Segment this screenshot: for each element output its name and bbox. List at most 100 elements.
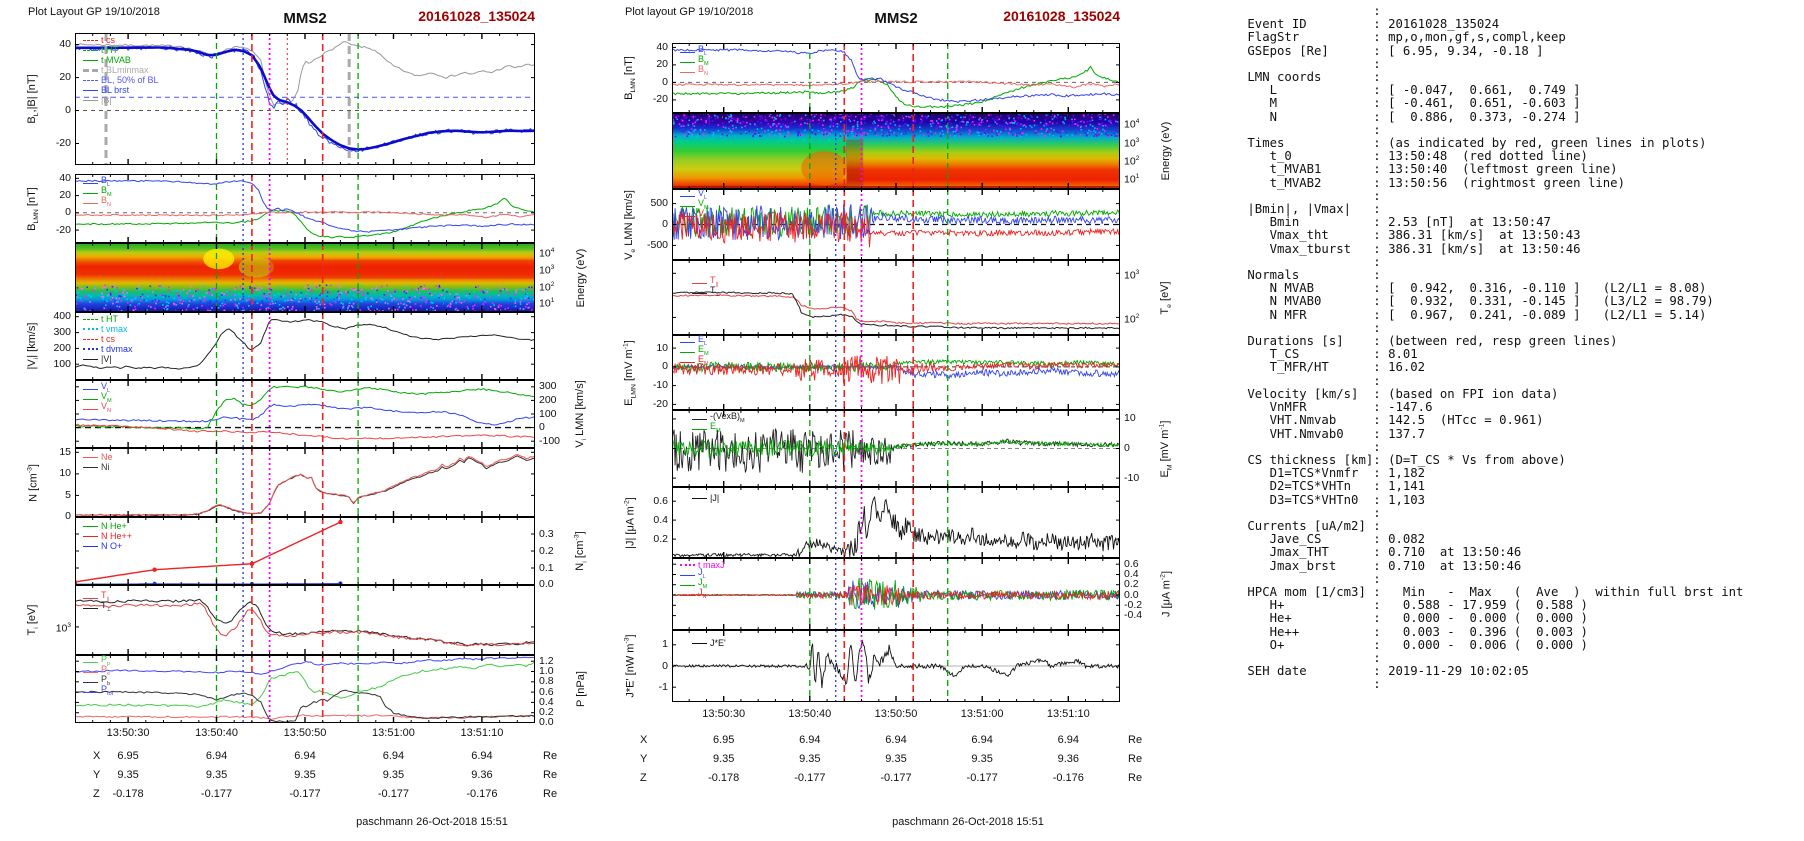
plot-svg-blmn-brst bbox=[671, 43, 1121, 113]
legend-label: VN bbox=[101, 401, 112, 414]
y-tick-label: 200 bbox=[539, 394, 557, 406]
legend-line-dash bbox=[83, 338, 98, 340]
legend-item: Ni bbox=[83, 462, 113, 472]
y-tick-label: -500 bbox=[646, 239, 668, 251]
legend-line-solid bbox=[83, 358, 98, 360]
series-E_M bbox=[671, 439, 1120, 459]
plot-svg-vi-lmn bbox=[74, 380, 536, 448]
legend-line-solid bbox=[680, 351, 695, 353]
plot-svg-e-lmn bbox=[671, 335, 1121, 410]
y-tick-label: 1.0 bbox=[539, 665, 554, 677]
legend-item: |B| bbox=[83, 95, 159, 105]
legend: J*E' bbox=[692, 638, 726, 648]
series-V_M bbox=[74, 385, 535, 430]
legend-line-solid bbox=[83, 408, 98, 410]
ephemeris-row-label: X bbox=[93, 750, 101, 762]
y-tick-label: 15 bbox=[59, 446, 71, 458]
y-tick-label: 20 bbox=[59, 71, 71, 83]
y-tick-label: 103 bbox=[1124, 137, 1140, 150]
ephemeris-unit: Re bbox=[543, 788, 558, 800]
legend-item: BL, 50% of BL bbox=[83, 75, 159, 85]
info-line: Event ID : 20161028_135024 bbox=[1240, 17, 1500, 32]
y-axis-label: Vi LMN [km/s] bbox=[573, 380, 589, 448]
series-V_N bbox=[74, 423, 535, 440]
legend-label: |V| bbox=[101, 353, 112, 364]
spacecraft-title: MMS2 bbox=[283, 10, 327, 27]
panel-te: T∥ T⊥ bbox=[671, 260, 1121, 335]
legend-line-dash bbox=[83, 49, 98, 51]
y-tick-label: 0 bbox=[539, 421, 545, 433]
y-tick-label: 300 bbox=[539, 380, 557, 392]
y-tick-label: 0.2 bbox=[653, 533, 668, 545]
y-tick-label: 104 bbox=[1124, 118, 1140, 131]
panel-vi-mag: t HT t vmax t cs t dvmax |V| bbox=[74, 312, 536, 380]
panel-blmn: BL BM BN bbox=[74, 174, 536, 243]
legend-label: BN bbox=[698, 64, 709, 77]
legend-item: t maxJ bbox=[680, 560, 725, 570]
plot-svg-pressure bbox=[74, 655, 536, 723]
info-line: Bmin : 2.53 [nT] at 13:50:47 bbox=[1240, 215, 1551, 230]
legend-label: VM bbox=[101, 391, 112, 404]
plot-svg-bl-b bbox=[74, 33, 536, 165]
y-tick-label: -0.2 bbox=[1124, 599, 1143, 611]
legend-label: BL bbox=[101, 175, 111, 188]
legend-line-solid bbox=[83, 597, 98, 599]
legend-label: BM bbox=[101, 185, 112, 198]
panel-ion-spectrogram bbox=[74, 243, 536, 314]
legend-line-solid bbox=[83, 99, 98, 101]
y-axis-label: |J| [μA m-2] bbox=[623, 496, 637, 549]
info-line: Vmax_tburst : 386.31 [km/s] at 13:50:46 bbox=[1240, 241, 1581, 256]
panel-jdote: J*E' bbox=[671, 630, 1121, 702]
y-axis-label: Ni [cm-3] bbox=[573, 531, 589, 571]
legend-label: T∥ bbox=[710, 275, 719, 288]
y-tick-label: 0.2 bbox=[539, 706, 554, 718]
legend-line-solid bbox=[680, 341, 695, 343]
info-line: T_CS : 8.01 bbox=[1240, 347, 1418, 362]
legend-line-solid bbox=[83, 661, 98, 663]
y-tick-label: 0 bbox=[65, 104, 71, 116]
y-tick-label: 103 bbox=[539, 264, 555, 277]
legend-line-solid bbox=[83, 691, 98, 693]
ephemeris-value: -0.177 bbox=[880, 772, 912, 784]
series-T_∥ bbox=[671, 294, 1121, 325]
ephemeris-unit: Re bbox=[543, 769, 558, 781]
legend-label: t BLminmax bbox=[101, 64, 149, 75]
legend-item: VM bbox=[680, 199, 709, 211]
legend-label: BM bbox=[698, 54, 709, 67]
legend: |J| bbox=[692, 493, 719, 503]
y-axis-label: |Vi| [km/s] bbox=[25, 322, 41, 370]
plot-svg-blmn bbox=[74, 174, 536, 243]
info-line: FlagStr : mp,o,mon,gf,s,compl,keep bbox=[1240, 30, 1566, 45]
y-tick-label: 0.6 bbox=[653, 495, 668, 507]
y-tick-label: 20 bbox=[656, 58, 668, 70]
plot-svg-j-mag bbox=[671, 487, 1121, 558]
info-line: : bbox=[1240, 505, 1381, 520]
ephemeris-row-label: X bbox=[640, 734, 648, 746]
y-tick-label: 0.0 bbox=[539, 716, 554, 728]
legend-item: t HT bbox=[83, 314, 133, 324]
legend: -(VexB)M EM bbox=[692, 412, 745, 434]
legend-item: VN bbox=[680, 209, 709, 221]
y-axis-label: J*E' [nW m-3] bbox=[623, 634, 637, 698]
series-J_M bbox=[671, 577, 1121, 610]
info-line: Velocity [km/s] : (based on FPI ion data… bbox=[1240, 386, 1559, 401]
legend-label: N He+ bbox=[101, 520, 127, 531]
plot-svg-em-vexb bbox=[671, 410, 1121, 487]
info-line: Normals : bbox=[1240, 268, 1381, 283]
ephemeris-row-label: Y bbox=[93, 769, 101, 781]
legend-label: EL bbox=[698, 334, 708, 347]
y-axis-label: Ve LMN [km/s] bbox=[622, 189, 638, 260]
y-tick-label: 0.2 bbox=[1124, 578, 1139, 590]
y-tick-label: 102 bbox=[1124, 313, 1140, 326]
plot-svg-ion-spectrogram bbox=[74, 243, 536, 314]
legend-item: EM bbox=[692, 422, 745, 434]
legend-line-dotline bbox=[83, 535, 98, 537]
legend-item: Pe bbox=[83, 665, 113, 677]
legend-line-solid bbox=[83, 388, 98, 390]
info-line: HPCA mom [1/cm3] : Min - Max ( Ave ) wit… bbox=[1240, 584, 1744, 599]
legend-item: VL bbox=[680, 189, 709, 201]
legend-label: J*E' bbox=[710, 637, 726, 648]
legend-item: t cs bbox=[83, 334, 133, 344]
x-tick-label: 13:50:50 bbox=[283, 727, 327, 739]
legend: BL BM BN bbox=[680, 45, 709, 77]
